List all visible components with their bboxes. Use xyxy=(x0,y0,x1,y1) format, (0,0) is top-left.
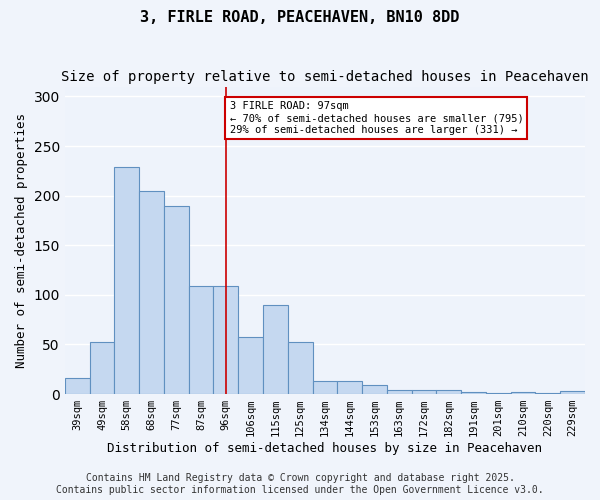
Bar xyxy=(89,342,115,394)
Bar xyxy=(115,167,139,394)
Title: Size of property relative to semi-detached houses in Peacehaven: Size of property relative to semi-detach… xyxy=(61,70,589,84)
Text: 3, FIRLE ROAD, PEACEHAVEN, BN10 8DD: 3, FIRLE ROAD, PEACEHAVEN, BN10 8DD xyxy=(140,10,460,25)
Y-axis label: Number of semi-detached properties: Number of semi-detached properties xyxy=(15,113,28,368)
Bar xyxy=(511,392,535,394)
Bar xyxy=(214,286,238,394)
Bar xyxy=(387,390,412,394)
Bar xyxy=(560,391,585,394)
Bar xyxy=(486,393,511,394)
Bar xyxy=(65,378,89,394)
Bar xyxy=(188,286,214,394)
Bar xyxy=(313,381,337,394)
X-axis label: Distribution of semi-detached houses by size in Peacehaven: Distribution of semi-detached houses by … xyxy=(107,442,542,455)
Bar xyxy=(164,206,188,394)
Bar xyxy=(461,392,486,394)
Bar xyxy=(436,390,461,394)
Text: 3 FIRLE ROAD: 97sqm
← 70% of semi-detached houses are smaller (795)
29% of semi-: 3 FIRLE ROAD: 97sqm ← 70% of semi-detach… xyxy=(230,102,523,134)
Bar xyxy=(288,342,313,394)
Bar xyxy=(238,336,263,394)
Bar xyxy=(412,390,436,394)
Bar xyxy=(362,385,387,394)
Bar xyxy=(263,305,288,394)
Bar xyxy=(535,393,560,394)
Text: Contains HM Land Registry data © Crown copyright and database right 2025.
Contai: Contains HM Land Registry data © Crown c… xyxy=(56,474,544,495)
Bar xyxy=(139,190,164,394)
Bar xyxy=(337,381,362,394)
